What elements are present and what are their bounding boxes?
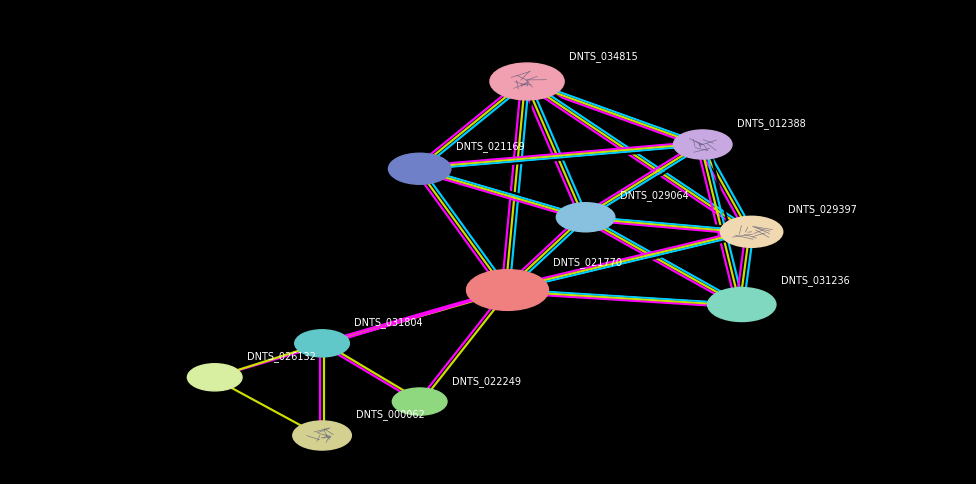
Circle shape	[490, 64, 564, 101]
Circle shape	[392, 388, 447, 415]
Text: DNTS_034815: DNTS_034815	[569, 51, 637, 61]
Text: DNTS_012388: DNTS_012388	[737, 118, 805, 128]
Circle shape	[673, 131, 732, 160]
Text: DNTS_031236: DNTS_031236	[781, 275, 849, 286]
Circle shape	[720, 217, 783, 248]
Circle shape	[388, 154, 451, 185]
Text: DNTS_021169: DNTS_021169	[456, 141, 524, 151]
Circle shape	[187, 364, 242, 391]
Text: DNTS_029397: DNTS_029397	[788, 204, 857, 214]
Circle shape	[556, 203, 615, 232]
Text: DNTS_021770: DNTS_021770	[553, 257, 623, 268]
Text: DNTS_029064: DNTS_029064	[620, 190, 688, 201]
Circle shape	[295, 330, 349, 357]
Text: DNTS_026132: DNTS_026132	[247, 351, 316, 362]
Text: DNTS_022249: DNTS_022249	[452, 375, 521, 386]
Circle shape	[467, 270, 549, 311]
Text: DNTS_000062: DNTS_000062	[356, 408, 425, 419]
Text: DNTS_031804: DNTS_031804	[354, 317, 423, 328]
Circle shape	[708, 288, 776, 322]
Circle shape	[293, 421, 351, 450]
